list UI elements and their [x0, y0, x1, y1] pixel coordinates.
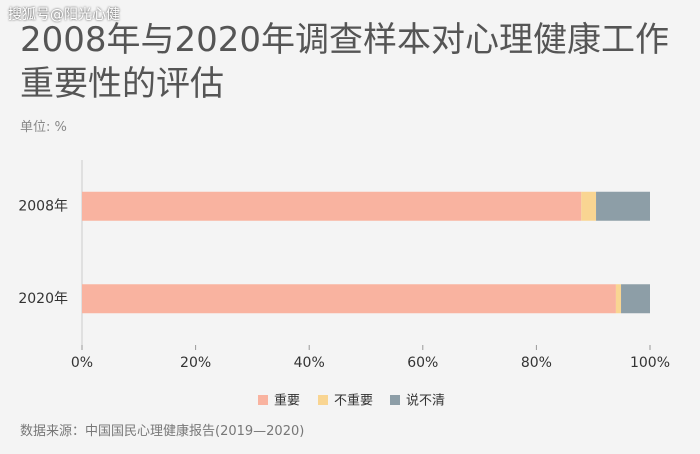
- x-tick-label: 100%: [630, 355, 670, 371]
- chart-title: 2008年与2020年调查样本对心理健康工作重要性的评估: [20, 20, 670, 104]
- legend-label: 重要: [274, 393, 300, 409]
- watermark: 搜狐号@阳光心健: [8, 7, 120, 23]
- source-note: 数据来源：中国国民心理健康报告(2019—2020): [20, 424, 305, 439]
- bar-segment: [621, 284, 650, 314]
- x-tick-label: 80%: [521, 355, 552, 371]
- y-tick-label: 2008年: [18, 198, 68, 214]
- legend-label: 不重要: [334, 393, 373, 409]
- x-tick-label: 20%: [180, 355, 211, 371]
- legend-label: 说不清: [406, 394, 445, 409]
- bar-segment: [82, 284, 616, 314]
- bar-segment: [82, 191, 582, 221]
- x-tick-label: 40%: [294, 355, 325, 371]
- bar-segment: [581, 191, 597, 221]
- x-tick-label: 60%: [407, 355, 438, 371]
- chart-subtitle: 单位: %: [20, 120, 67, 135]
- x-tick-label: 0%: [71, 355, 93, 371]
- legend-swatch: [258, 395, 268, 405]
- bar-segment: [615, 284, 622, 314]
- y-tick-label: 2020年: [18, 291, 68, 307]
- legend-swatch: [390, 395, 400, 405]
- bar-segment: [596, 191, 650, 221]
- legend-swatch: [318, 395, 328, 405]
